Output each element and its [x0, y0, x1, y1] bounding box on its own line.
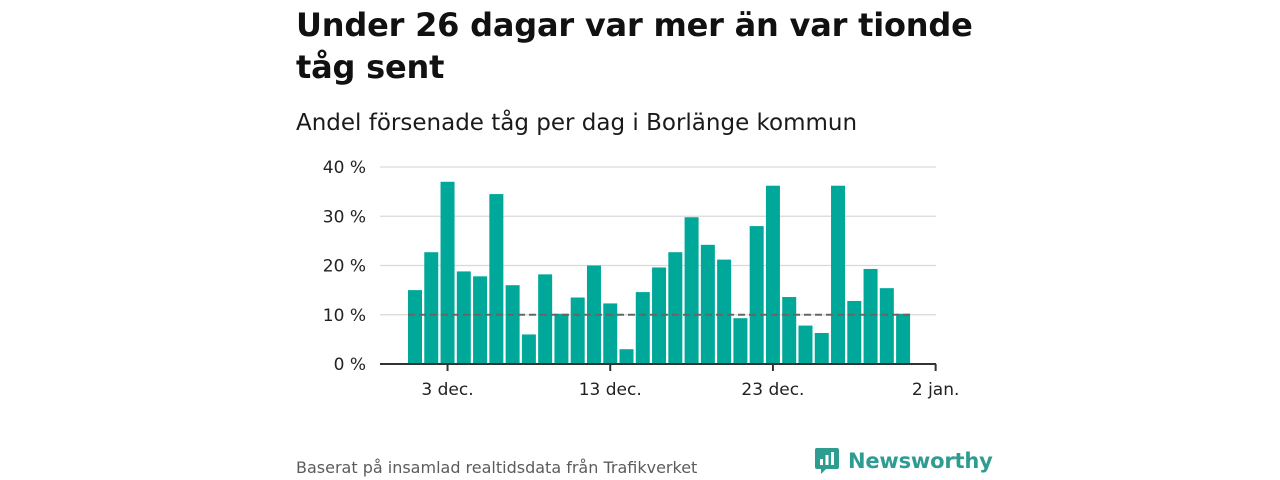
bar	[782, 297, 797, 364]
bar	[684, 217, 699, 364]
bars	[408, 181, 911, 364]
bar	[619, 349, 634, 364]
bar	[863, 268, 878, 364]
bar	[521, 334, 536, 364]
chart-subtitle: Andel försenade tåg per dag i Borlänge k…	[296, 110, 858, 136]
bar	[668, 252, 683, 364]
bar	[635, 292, 650, 364]
bar	[847, 300, 862, 364]
x-axis: 3 dec. 13 dec. 23 dec. 2 jan.	[380, 363, 960, 400]
y-tick-label: 30 %	[323, 207, 366, 227]
bar	[814, 332, 829, 364]
bar	[798, 325, 813, 364]
y-tick-label: 20 %	[323, 257, 366, 277]
x-tick-label: 2 jan.	[912, 380, 960, 400]
bar	[896, 313, 911, 364]
bar-chart: 0 % 10 % 20 % 30 % 40 % 3 dec. 13 dec. 23 dec.…	[323, 158, 960, 400]
bar	[473, 276, 488, 364]
y-axis-labels: 0 % 10 % 20 % 30 % 40 %	[323, 158, 366, 375]
bar	[831, 185, 846, 364]
x-tick-label: 13 dec.	[579, 380, 642, 400]
bar	[489, 194, 504, 364]
bar	[652, 267, 667, 364]
bar	[765, 185, 780, 364]
bar	[700, 244, 715, 364]
bar	[879, 288, 894, 364]
chart-title: Under 26 dagar var mer än var tionde tåg…	[296, 6, 973, 86]
bar	[603, 303, 618, 364]
x-tick-label: 3 dec.	[421, 380, 473, 400]
bar	[538, 274, 553, 364]
y-tick-label: 0 %	[334, 355, 366, 375]
bar	[733, 318, 748, 364]
bar	[424, 252, 439, 364]
bar	[570, 297, 585, 364]
bar	[505, 285, 520, 364]
bar	[717, 259, 732, 364]
chart-card: Under 26 dagar var mer än var tionde tåg…	[296, 0, 993, 480]
bar	[554, 313, 569, 364]
bar	[440, 181, 455, 364]
source-note: Baserat på insamlad realtidsdata från Tr…	[296, 458, 698, 477]
bar	[456, 271, 471, 364]
newsworthy-logo-icon	[815, 448, 839, 474]
bar	[749, 226, 764, 364]
logo-text: Newsworthy	[848, 449, 993, 473]
bar	[408, 290, 422, 364]
y-tick-label: 40 %	[323, 158, 366, 178]
brand-logo: Newsworthy	[814, 446, 993, 476]
y-tick-label: 10 %	[323, 306, 366, 326]
x-tick-label: 23 dec.	[741, 380, 804, 400]
bar	[586, 265, 601, 364]
